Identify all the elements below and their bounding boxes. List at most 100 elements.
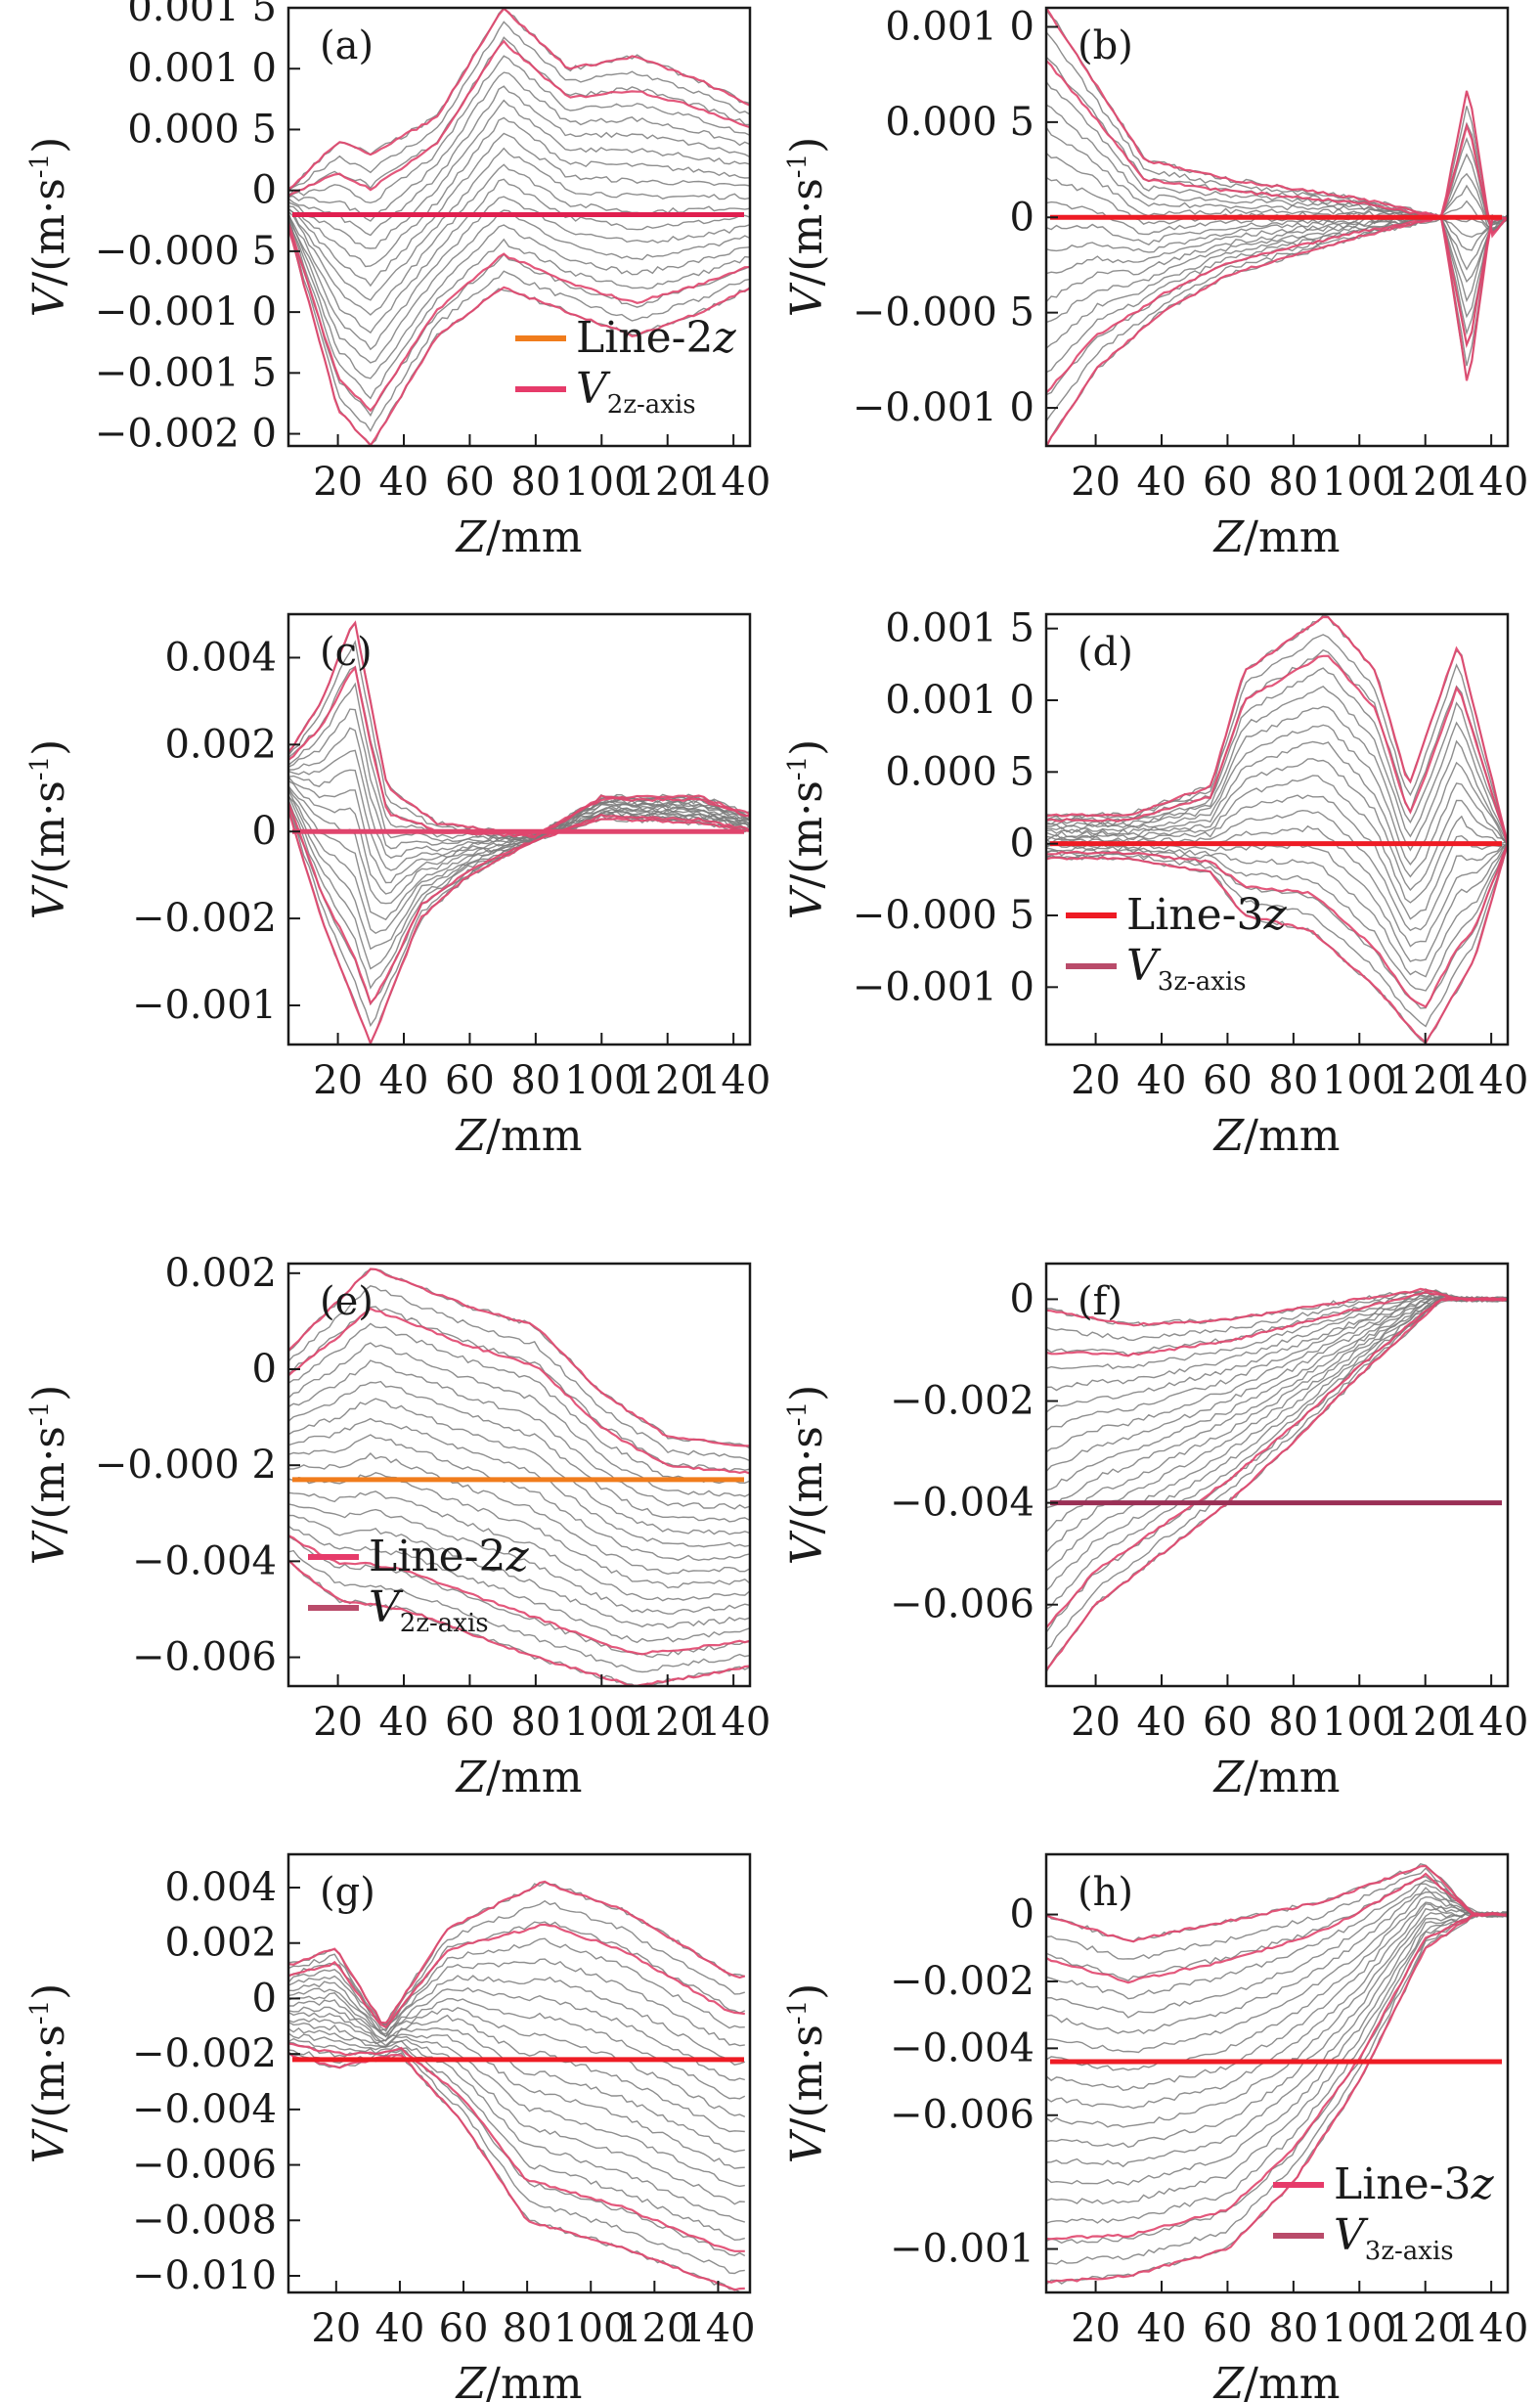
y-tick-label: 0.000 5 (885, 100, 1034, 145)
y-axis-title: V/(m·s-1) (24, 1983, 74, 2164)
grey-profile-curve (288, 1558, 750, 1686)
y-axis-title: V/(m·s-1) (24, 137, 74, 318)
grey-profile-curve (1046, 634, 1508, 845)
y-tick-label: −0.002 (890, 1959, 1034, 2004)
curve-family-f (1046, 1287, 1508, 1673)
panel-label: (g) (320, 1870, 375, 1915)
y-tick-label: 0.000 5 (127, 107, 277, 152)
grey-profile-curve (1046, 1296, 1508, 1554)
curve-family-a (288, 8, 750, 446)
pink-profile-curve (1046, 615, 1508, 844)
x-axis-title: Z/mm (1212, 1753, 1341, 1802)
grey-profile-curve (288, 2037, 745, 2242)
pink-profile-curve (1046, 216, 1508, 394)
x-tick-label: 100 (1322, 1058, 1396, 1103)
y-tick-label: 0 (252, 809, 277, 854)
grey-profile-curve (288, 132, 750, 288)
x-tick-label: 60 (1203, 1700, 1253, 1745)
y-tick-label: 0 (252, 1976, 277, 2021)
pink-profile-curve (288, 1268, 750, 1447)
x-tick-label: 120 (1388, 1058, 1463, 1103)
grey-profile-curve (288, 1380, 750, 1523)
x-tick-label: 40 (1137, 1058, 1187, 1103)
grey-profile-curve (288, 178, 750, 334)
pink-profile-curve (1046, 843, 1508, 1045)
grey-profile-curve (288, 209, 750, 364)
x-tick-label: 120 (1388, 2306, 1463, 2351)
grey-profile-curve (288, 1490, 750, 1602)
pink-profile-curve (1046, 1864, 1508, 1943)
grey-profile-curve (288, 163, 750, 316)
y-tick-label: −0.000 2 (95, 1443, 277, 1488)
chart-panel-g: 0.004 0.002 0 −0.002 −0.004 −0.006 −0.008 −0.01… (24, 1852, 756, 2402)
grey-profile-curve (1046, 794, 1508, 920)
grey-profile-curve (1046, 1911, 1508, 2186)
y-axis-title: V/(m·s-1) (24, 1385, 74, 1566)
grey-profile-curve (1046, 686, 1508, 842)
pink-profile-curve (288, 1923, 745, 2029)
x-tick-label: 20 (1071, 1700, 1121, 1745)
y-tick-label: −0.000 5 (853, 290, 1034, 335)
y-tick-label: −0.006 (890, 2093, 1034, 2138)
x-tick-label: 40 (1137, 460, 1187, 505)
grey-profile-curve (288, 226, 750, 432)
pink-profile-curve (1046, 1296, 1508, 1629)
x-tick-label: 20 (311, 2306, 361, 2351)
y-tick-label: −0.001 (132, 983, 277, 1028)
x-tick-label: 40 (379, 460, 429, 505)
grey-profile-curve (1046, 1875, 1508, 1982)
x-tick-label: 60 (1203, 1058, 1253, 1103)
grey-profile-curve (288, 682, 750, 840)
legend-entry: V2z-axis (576, 364, 696, 420)
y-tick-label: −0.006 (890, 1582, 1034, 1627)
y-tick-label: −0.010 (132, 2253, 277, 2298)
x-tick-label: 20 (1071, 460, 1121, 505)
grey-profile-curve (1046, 648, 1508, 846)
chart-panel-e: 0.002 0 −0.000 2 −0.004 −0.006 20 40 60 80 100120… (24, 1251, 770, 1802)
y-tick-label: −0.001 5 (95, 350, 277, 395)
x-tick-label: 140 (1454, 1700, 1528, 1745)
x-tick-label: 140 (681, 2306, 755, 2351)
grey-profile-curve (288, 21, 750, 191)
grey-profile-curve (1046, 1295, 1508, 1453)
grey-profile-curve (288, 216, 750, 379)
panel-label: (b) (1078, 23, 1133, 68)
x-tick-label: 20 (313, 1700, 363, 1745)
grey-profile-curve (288, 1398, 750, 1535)
x-tick-label: 140 (1454, 460, 1528, 505)
chart-panel-b: 0.001 00.000 50−0.000 5−0.001 020 40 60 80 1… (782, 4, 1528, 562)
grey-profile-curve (288, 794, 750, 970)
grey-profile-curve (288, 2018, 745, 2169)
pink-profile-curve (1046, 843, 1508, 1008)
grey-profile-curve (288, 1549, 750, 1673)
x-tick-label: 100 (1322, 460, 1396, 505)
panel-label: (f) (1078, 1279, 1122, 1324)
y-tick-label: −0.002 0 (95, 412, 277, 457)
grey-profile-curve (288, 1285, 750, 1462)
x-axis-title: Z/mm (455, 2359, 583, 2402)
grey-profile-curve (288, 1417, 750, 1548)
grey-profile-curve (1046, 1887, 1508, 2035)
plot-frame (286, 6, 752, 448)
y-tick-label: 0.001 5 (885, 606, 1034, 651)
pink-profile-curve (288, 1880, 746, 2024)
x-tick-label: 100 (1322, 1700, 1396, 1745)
x-tick-label: 40 (379, 1058, 429, 1103)
grey-profile-curve (1046, 1911, 1508, 2205)
x-tick-label: 40 (1137, 1700, 1187, 1745)
y-tick-label: 0.004 (164, 1865, 277, 1910)
curve-family-e (288, 1268, 750, 1686)
x-tick-label: 100 (553, 2306, 628, 2351)
chart-panel-d: 0.001 5 0.001 0 0.000 5 0 −0.000 5 −0.001 0 20… (782, 606, 1528, 1161)
y-tick-label: 0 (1010, 195, 1034, 240)
grey-profile-curve (1046, 1911, 1508, 2265)
legend-entry: V3z-axis (1126, 941, 1247, 997)
x-tick-label: 80 (1268, 1058, 1318, 1103)
grey-profile-curve (1046, 1883, 1508, 2019)
grey-profile-curve (288, 1525, 750, 1644)
